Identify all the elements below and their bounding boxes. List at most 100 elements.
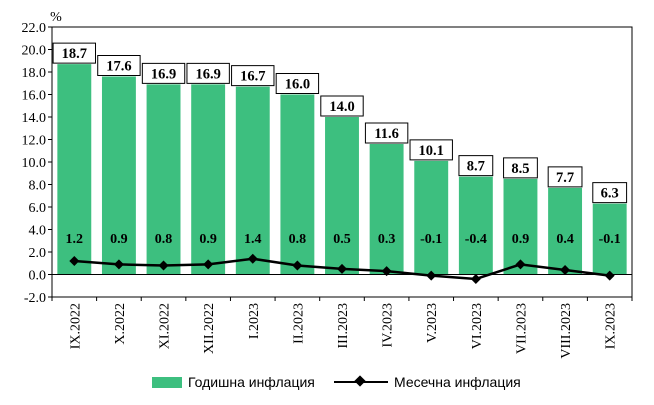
annual-label-box (458, 155, 494, 177)
legend-item-annual: Годишна инфлация (152, 374, 315, 390)
annual-data-label: 16.9 (195, 66, 220, 82)
monthly-point (292, 260, 303, 271)
y-tick-label: 0.0 (29, 269, 47, 284)
annual-label-box (97, 55, 141, 76)
y-tick-label: 4.0 (29, 224, 47, 239)
annual-bar (235, 86, 270, 275)
x-tick-label: I.2023 (247, 303, 262, 339)
monthly-point (69, 256, 80, 266)
annual-bar (57, 64, 92, 275)
legend-label-monthly: Месечна инфлация (394, 374, 521, 390)
legend-line-marker (334, 375, 388, 389)
y-tick-label: 16.0 (22, 89, 47, 104)
x-tick-label: VI.2023 (470, 303, 485, 349)
monthly-data-label: 0.9 (110, 232, 128, 247)
annual-data-label: 18.7 (62, 46, 87, 62)
y-tick-label: 10.0 (22, 156, 47, 171)
monthly-point (426, 270, 437, 281)
monthly-data-label: 1.2 (66, 232, 84, 247)
y-tick-label: 14.0 (22, 111, 47, 126)
monthly-point (158, 260, 169, 271)
annual-label-box (52, 42, 97, 64)
monthly-data-label: 0.5 (333, 232, 351, 247)
monthly-point (604, 270, 615, 281)
monthly-point (337, 263, 347, 274)
monthly-point (560, 265, 571, 275)
annual-bar (592, 203, 627, 275)
annual-bar (101, 76, 136, 275)
monthly-data-label: -0.1 (420, 232, 442, 247)
annual-data-label: 6.3 (601, 186, 619, 202)
annual-data-label: 8.5 (511, 161, 529, 177)
monthly-point (203, 259, 214, 270)
x-tick-label: III.2023 (336, 303, 351, 349)
x-tick-label: XI.2022 (158, 303, 173, 349)
legend-item-monthly: Месечна инфлация (334, 374, 521, 390)
annual-label-box (409, 139, 453, 161)
x-tick-label: IV.2023 (381, 303, 396, 347)
monthly-point (470, 274, 481, 284)
y-tick-label: 8.0 (29, 179, 47, 194)
x-tick-label: VII.2023 (514, 303, 529, 354)
monthly-data-label: 1.4 (244, 232, 262, 247)
y-tick-label: -2.0 (24, 291, 46, 306)
x-tick-label: XII.2022 (202, 303, 217, 354)
annual-bar (414, 160, 449, 275)
y-tick-label: 18.0 (22, 66, 47, 81)
monthly-data-label: 0.8 (155, 232, 173, 247)
annual-bar (369, 144, 404, 275)
x-tick-label: X.2022 (113, 303, 128, 345)
annual-bar (458, 176, 493, 275)
monthly-data-label: 0.3 (378, 232, 396, 247)
annual-label-box (320, 95, 364, 117)
annual-data-label: 16.9 (151, 66, 176, 82)
y-unit-label: % (50, 10, 62, 25)
legend-swatch-annual (152, 376, 182, 388)
annual-data-label: 7.7 (556, 170, 574, 186)
annual-data-label: 17.6 (106, 59, 131, 75)
legend: Годишна инфлация Месечна инфлация (0, 368, 654, 398)
monthly-point (113, 259, 124, 270)
x-tick-label: V.2023 (425, 303, 440, 343)
inflation-chart: % -2.0 0.0 2.0 4.0 6.0 8.0 10.0 12.0 14.0 16.0 18.… (22, 10, 633, 359)
annual-label-box (503, 157, 538, 179)
annual-data-label: 14.0 (329, 99, 354, 115)
legend-label-annual: Годишна инфлация (188, 374, 315, 390)
monthly-data-label: -0.1 (599, 232, 621, 247)
annual-data-label: 10.1 (419, 143, 444, 159)
y-tick-label: 6.0 (29, 201, 47, 216)
y-tick-label: 22.0 (22, 21, 47, 36)
y-tick-label: 12.0 (22, 134, 47, 149)
monthly-data-label: 0.4 (556, 232, 574, 247)
annual-label-box (231, 65, 275, 87)
y-tick-label: 20.0 (22, 44, 47, 59)
y-tick-label: 2.0 (29, 246, 47, 261)
annual-bar (325, 117, 359, 275)
annual-data-label: 11.6 (374, 126, 399, 142)
annual-data-label: 16.0 (285, 77, 310, 93)
annual-label-box (547, 166, 583, 188)
monthly-data-label: 0.9 (512, 232, 530, 247)
monthly-data-label: 0.9 (199, 232, 217, 247)
annual-data-label: 8.7 (467, 159, 485, 175)
monthly-data-label: 0.8 (289, 232, 307, 247)
annual-label-box (592, 182, 628, 204)
monthly-data-label: -0.4 (465, 232, 487, 247)
annual-bar (280, 94, 315, 275)
annual-label-box (186, 62, 230, 84)
x-tick-label: IX.2022 (68, 303, 83, 349)
annual-label-box (141, 62, 186, 84)
monthly-point (381, 266, 392, 277)
annual-label-box (364, 122, 409, 144)
x-tick-label: VIII.2023 (559, 303, 574, 359)
monthly-point (515, 259, 526, 270)
annual-label-box (275, 73, 320, 94)
monthly-point (247, 253, 258, 264)
annual-bar (503, 178, 538, 275)
x-tick-label: IX.2023 (604, 303, 619, 349)
annual-bar (191, 84, 226, 275)
annual-data-label: 16.7 (240, 69, 265, 85)
annual-bar (146, 84, 181, 275)
annual-bar (548, 187, 583, 275)
x-tick-label: II.2023 (291, 303, 306, 344)
